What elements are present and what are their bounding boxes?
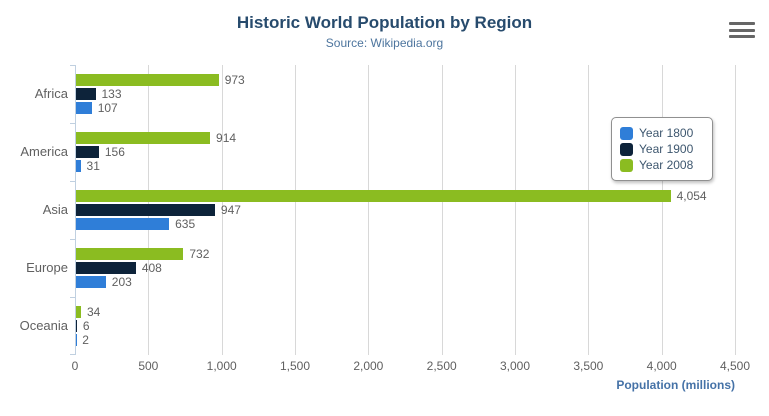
bar-year-1900[interactable] [76, 88, 96, 100]
legend-swatch-icon [620, 158, 633, 172]
legend-label: Year 1900 [639, 142, 694, 156]
bar-value-label: 4,054 [676, 189, 707, 203]
legend: Year 1800 Year 1900 Year 2008 [611, 117, 713, 181]
hamburger-icon [729, 28, 755, 32]
hamburger-icon [729, 22, 755, 25]
x-axis-tick-label: 500 [138, 359, 159, 373]
category-row: America 914 156 31 [20, 123, 736, 181]
x-axis-tick-label: 4,000 [646, 359, 677, 373]
bar-value-label: 6 [82, 319, 90, 333]
bar-value-label: 107 [97, 101, 118, 115]
hamburger-icon [729, 35, 755, 38]
bar-value-label: 732 [189, 247, 210, 261]
gridline [588, 65, 590, 355]
category-row: Africa 973 133 107 [35, 65, 736, 123]
legend-swatch-icon [620, 126, 633, 140]
bar-year-2008[interactable] [76, 74, 219, 86]
x-axis-tick-label: 2,000 [353, 359, 384, 373]
gridline [735, 65, 736, 355]
gridline [221, 65, 223, 355]
chart-subtitle: Source: Wikipedia.org [325, 36, 444, 50]
legend-item-year-1800[interactable]: Year 1800 [620, 125, 704, 141]
x-axis-tick-label: 1,000 [206, 359, 237, 373]
bar-year-2008[interactable] [76, 248, 184, 260]
bar-year-1900[interactable] [76, 146, 99, 158]
category-row: Oceania 34 6 2 [20, 297, 736, 355]
category-axis-tick [70, 181, 76, 182]
bar-value-label: 947 [220, 203, 241, 217]
bar-value-label: 408 [141, 261, 162, 275]
category-axis-tick [70, 65, 76, 66]
x-axis-tick-label: 3,000 [499, 359, 531, 373]
x-axis-tick-label: 3,500 [573, 359, 604, 373]
bar-value-label: 914 [216, 131, 237, 145]
category-axis-tick [70, 239, 76, 240]
bar-year-1900[interactable] [76, 204, 215, 216]
gridline [515, 65, 516, 355]
category-row: Europe 732 408 203 [26, 239, 736, 297]
bar-value-label: 156 [104, 145, 125, 159]
legend-label: Year 1800 [639, 126, 694, 140]
x-axis-tick-label: 0 [71, 359, 79, 373]
legend-label: Year 2008 [639, 158, 694, 172]
bar-year-1800[interactable] [76, 218, 170, 230]
bar-value-label: 133 [101, 87, 122, 101]
bar-year-1900[interactable] [76, 320, 77, 332]
bar-year-2008[interactable] [76, 190, 671, 202]
category-label: Asia [42, 202, 68, 217]
gridline [661, 65, 663, 355]
legend-swatch-icon [620, 142, 633, 156]
bar-year-1800[interactable] [76, 102, 92, 114]
gridline [368, 65, 370, 355]
legend-item-year-1900[interactable]: Year 1900 [620, 141, 704, 157]
x-axis-tick-label: 4,500 [719, 359, 751, 373]
bar-year-1800[interactable] [76, 276, 106, 288]
x-axis-tick-label: 1,500 [279, 359, 311, 373]
x-axis-tick-label: 2,500 [426, 359, 457, 373]
gridline [295, 65, 296, 355]
category-axis-tick [70, 297, 76, 298]
category-label: America [20, 144, 68, 159]
x-axis-title: Population (millions) [616, 378, 735, 392]
bar-year-2008[interactable] [76, 132, 211, 144]
bar-year-2008[interactable] [76, 306, 81, 318]
bar-value-label: 973 [224, 73, 245, 87]
category-axis-tick [70, 354, 76, 355]
legend-item-year-2008[interactable]: Year 2008 [620, 157, 704, 173]
plot-area: Africa 973 133 107 America 914 156 31 Asia 4,054 9… [20, 65, 736, 355]
bar-value-label: 635 [175, 217, 196, 231]
category-axis-tick [70, 123, 76, 124]
export-menu-button[interactable] [727, 20, 757, 40]
category-label: Africa [34, 86, 68, 101]
bar-value-label: 34 [86, 305, 101, 319]
chart-title: Historic World Population by Region [236, 13, 533, 32]
bar-year-1900[interactable] [76, 262, 136, 274]
bar-value-label: 2 [82, 333, 89, 347]
category-row: Asia 4,054 947 635 [43, 181, 736, 239]
category-label: Oceania [19, 318, 68, 333]
category-label: Europe [26, 260, 68, 275]
bar-value-label: 31 [86, 159, 100, 173]
bar-value-label: 203 [111, 275, 132, 289]
gridline [441, 65, 443, 355]
bar-year-1800[interactable] [76, 160, 81, 172]
